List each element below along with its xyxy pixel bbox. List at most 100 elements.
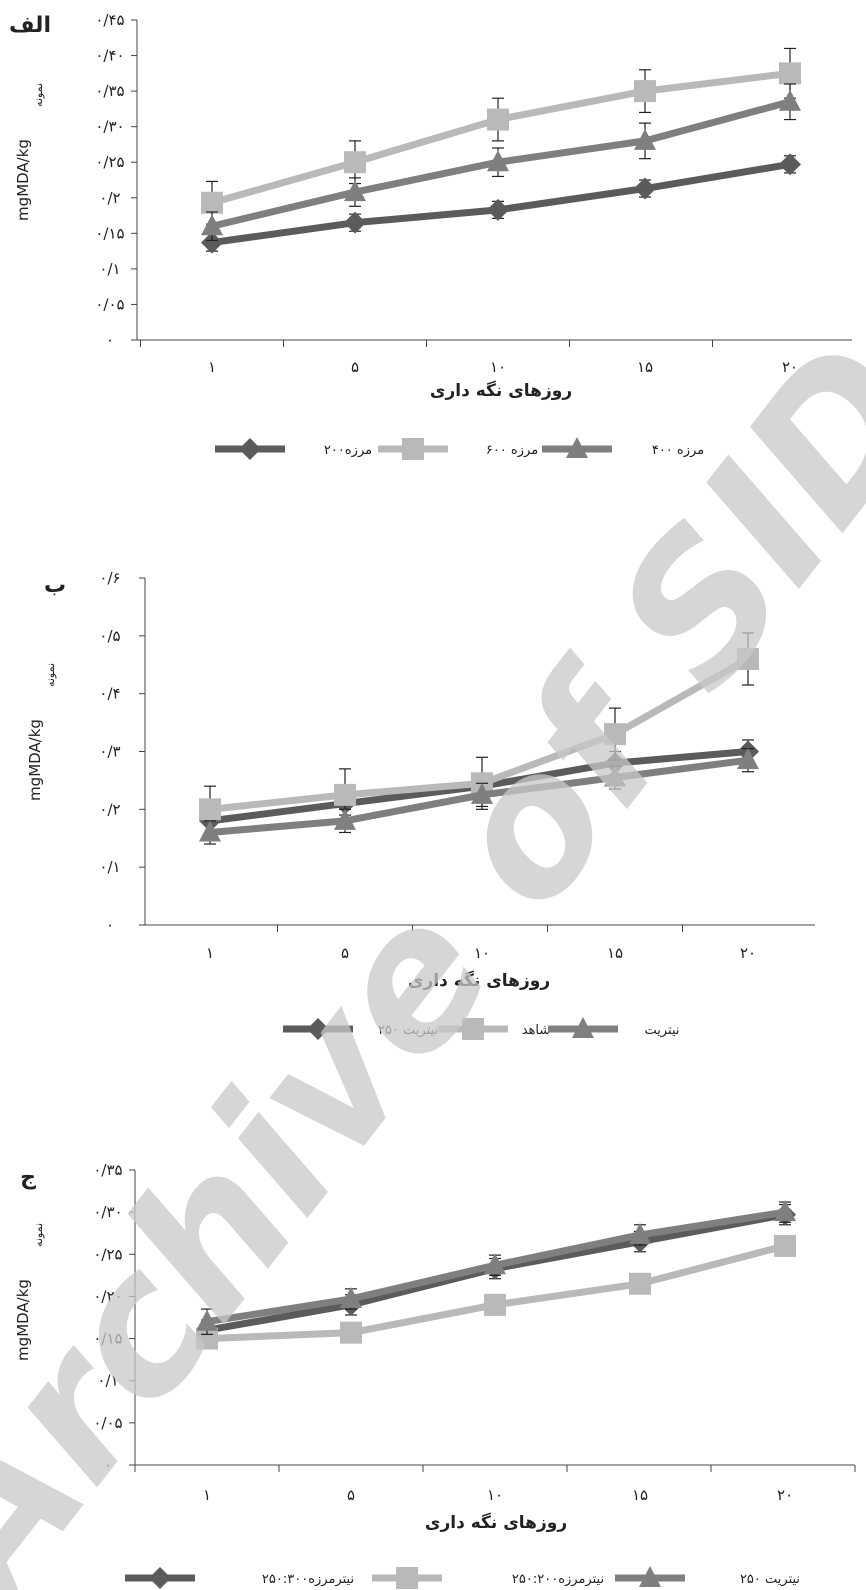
- series-square: [201, 47, 801, 225]
- data-point: [604, 752, 626, 775]
- x-tick-label: ۱۰: [474, 944, 490, 962]
- data-point: [199, 798, 221, 821]
- data-point: [199, 820, 221, 842]
- data-point: [774, 1200, 796, 1222]
- data-point: [344, 180, 366, 202]
- y-axis-sublabel: نمونه: [44, 663, 57, 687]
- legend-label: مرزه ۶۰۰: [486, 443, 538, 458]
- x-tick-label: ۱: [206, 944, 214, 962]
- chart-panel-3: ۰۰/۰۵۰/۱۰/۱۵۰/۲۰۰/۲۵۰/۳۰۰/۳۵۱ ۵ ۱۰ ۱۵ ۲۰روزه…: [14, 1161, 856, 1589]
- y-axis-label: mgMDA/kg: [26, 719, 44, 801]
- panel-label: ب: [44, 573, 66, 598]
- x-tick-label: ۱: [203, 1486, 211, 1504]
- y-tick-label: ۰/۴: [99, 685, 120, 703]
- x-tick-label: ۲۰: [777, 1486, 793, 1504]
- data-point: [344, 151, 366, 174]
- y-tick-label: ۰/۲: [99, 800, 120, 818]
- legend: مرزه۲۰۰ مرزه ۶۰۰ مرزه ۴۰۰: [215, 437, 704, 460]
- y-tick-label: ۰/۱: [99, 260, 120, 278]
- x-tick-label: ۱۵: [637, 358, 653, 376]
- legend-marker: [402, 438, 424, 460]
- data-point: [634, 128, 656, 150]
- data-point: [334, 808, 356, 830]
- panel-label: ج: [20, 1165, 36, 1190]
- data-point: [344, 211, 366, 234]
- y-tick-label: ۰/۳۵: [93, 1161, 122, 1179]
- legend-marker: [639, 1566, 661, 1587]
- y-axis-sublabel: نمونه: [32, 83, 45, 107]
- data-point: [634, 177, 656, 200]
- data-point: [487, 198, 509, 221]
- y-axis-label: mgMDA/kg: [14, 1279, 32, 1361]
- data-point: [484, 1293, 506, 1316]
- legend-label: نیترمرزه۲۵۰:۲۰۰: [512, 1572, 604, 1587]
- x-tick-label: ۱۰: [490, 358, 506, 376]
- data-point: [196, 1327, 218, 1350]
- y-tick-label: ۰/۲۵: [93, 1245, 122, 1263]
- legend-marker: [566, 437, 588, 458]
- x-tick-label: ۱۵: [607, 944, 623, 962]
- x-tick-label: ۵: [347, 1486, 355, 1504]
- data-point: [340, 1321, 362, 1344]
- data-point: [487, 108, 509, 131]
- x-axis-label: روزهای نگه داری: [408, 970, 550, 991]
- x-tick-label: ۲۰: [740, 944, 756, 962]
- y-tick-label: ۰/۳۵: [95, 82, 124, 100]
- x-tick-label: ۱: [208, 358, 216, 376]
- data-point: [196, 1309, 218, 1331]
- chart-panel-1: ۰۰/۰۵۰/۱۰/۱۵۰/۲۰/۲۵۰/۳۰۰/۳۵۰/۴۰۰/۴۵۱ ۵ ۱۰ ۱…: [9, 11, 852, 460]
- x-axis-label: روزهای نگه داری: [425, 1512, 567, 1533]
- x-tick-label: ۱۵: [632, 1486, 648, 1504]
- legend-label: نیتریت ۲۵۰: [740, 1572, 800, 1587]
- y-tick-label: ۰/۱: [99, 858, 120, 876]
- series-line: [211, 69, 791, 207]
- y-tick-label: ۰/۰۵: [95, 295, 124, 313]
- y-tick-label: ۰: [106, 331, 114, 349]
- y-axis-sublabel: نمونه: [32, 1223, 45, 1247]
- legend-label: نیتریت: [644, 1023, 679, 1038]
- y-tick-label: ۰/۲۵: [95, 153, 124, 171]
- series-triangle: [196, 1200, 796, 1335]
- data-point: [779, 153, 801, 176]
- data-point: [634, 80, 656, 103]
- y-tick-label: ۰/۲۰: [93, 1287, 122, 1305]
- y-tick-label: ۰: [106, 916, 114, 934]
- data-point: [484, 1253, 506, 1275]
- data-point: [779, 62, 801, 85]
- y-tick-label: ۰/۴۵: [95, 11, 124, 29]
- x-tick-label: ۱۰: [487, 1486, 503, 1504]
- y-tick-label: ۰/۱۵: [93, 1330, 122, 1348]
- legend-marker: [307, 1018, 329, 1040]
- y-tick-label: ۰/۶: [99, 569, 120, 587]
- y-tick-label: ۰/۲: [99, 189, 120, 207]
- watermark-text: Archive of SID: [0, 304, 866, 1590]
- x-tick-label: ۵: [341, 944, 349, 962]
- data-point: [737, 647, 759, 670]
- x-axis-label: روزهای نگه داری: [430, 380, 572, 401]
- data-point: [471, 782, 493, 804]
- data-point: [334, 783, 356, 806]
- data-point: [604, 765, 626, 787]
- y-axis-label: mgMDA/kg: [14, 139, 32, 221]
- series-square: [196, 1234, 796, 1350]
- data-point: [201, 214, 223, 236]
- data-point: [774, 1234, 796, 1257]
- y-tick-label: ۰/۴۰: [95, 47, 124, 65]
- legend-marker: [239, 438, 261, 460]
- data-point: [487, 150, 509, 172]
- legend-marker: [462, 1018, 484, 1040]
- y-tick-label: ۰/۳: [99, 743, 120, 761]
- x-tick-label: ۵: [351, 358, 359, 376]
- y-tick-label: ۰/۵: [99, 627, 120, 645]
- data-point: [629, 1272, 651, 1295]
- legend-label: مرزه ۴۰۰: [652, 443, 704, 458]
- data-point: [629, 1222, 651, 1244]
- panel-label: الف: [9, 13, 51, 38]
- data-point: [201, 231, 223, 254]
- series-triangle: [201, 83, 801, 242]
- data-point: [779, 89, 801, 111]
- legend-marker: [572, 1017, 594, 1038]
- y-tick-label: ۰/۳۰: [93, 1203, 122, 1221]
